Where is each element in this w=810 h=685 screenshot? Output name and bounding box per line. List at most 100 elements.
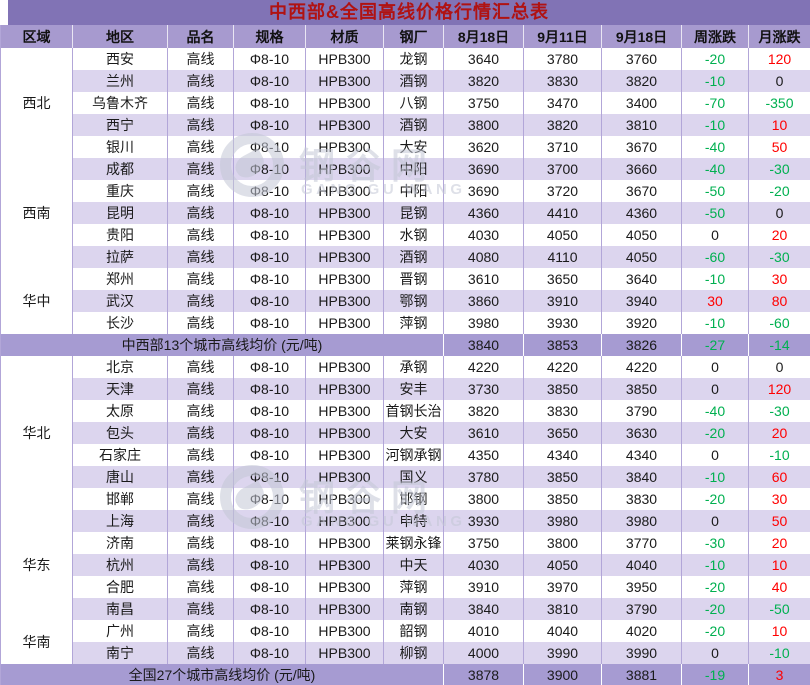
week-change-cell: -10 [681, 268, 749, 290]
mill-cell: 安丰 [383, 378, 444, 400]
product-cell: 高线 [167, 554, 234, 576]
spec-cell: Φ8-10 [233, 488, 306, 510]
price-cell: 3820 [443, 70, 524, 92]
week-change-cell: -50 [681, 180, 749, 202]
price-cell: 3930 [443, 510, 524, 532]
column-header: 8月18日 [443, 25, 524, 48]
table-row: 重庆 高线 Φ8-10 HPB300 中阳 3690 3720 3670 -50 -20 [1, 180, 810, 202]
material-cell: HPB300 [305, 466, 384, 488]
city-cell: 南宁 [72, 642, 168, 664]
city-cell: 杭州 [72, 554, 168, 576]
week-change-cell: 0 [681, 510, 749, 532]
price-cell: 4040 [523, 620, 602, 642]
material-cell: HPB300 [305, 510, 384, 532]
material-cell: HPB300 [305, 620, 384, 642]
product-cell: 高线 [167, 488, 234, 510]
spec-cell: Φ8-10 [233, 532, 306, 554]
price-cell: 3760 [601, 48, 682, 70]
price-cell: 4410 [523, 202, 602, 224]
summary-change-cell: -27 [681, 334, 749, 356]
material-cell: HPB300 [305, 532, 384, 554]
price-cell: 4220 [443, 356, 524, 378]
product-cell: 高线 [167, 268, 234, 290]
week-change-cell: -20 [681, 620, 749, 642]
city-cell: 广州 [72, 620, 168, 642]
material-cell: HPB300 [305, 246, 384, 268]
mill-cell: 酒钢 [383, 114, 444, 136]
product-cell: 高线 [167, 620, 234, 642]
summary-row: 全国27个城市高线均价 (元/吨) 3878 3900 3881 -19 3 [0, 664, 810, 685]
summary-change-cell: 3 [748, 664, 810, 685]
table-row: 西北 西安 高线 Φ8-10 HPB300 龙钢 3640 3780 3760 -20 120 [0, 48, 810, 158]
month-change-cell: 50 [748, 136, 810, 158]
summary-change-cell: -14 [748, 334, 810, 356]
price-cell: 4340 [601, 444, 682, 466]
table-row: 济南 高线 Φ8-10 HPB300 莱钢永锋 3750 3800 3770 -30 20 [1, 532, 810, 554]
month-change-cell: 30 [748, 268, 810, 290]
material-cell: HPB300 [305, 290, 384, 312]
week-change-cell: -10 [681, 554, 749, 576]
spec-cell: Φ8-10 [233, 422, 306, 444]
month-change-cell: -20 [748, 180, 810, 202]
week-change-cell: -20 [681, 48, 749, 70]
material-cell: HPB300 [305, 488, 384, 510]
mill-cell: 莱钢永锋 [383, 532, 444, 554]
week-change-cell: -40 [681, 400, 749, 422]
mill-cell: 大安 [383, 422, 444, 444]
price-cell: 3840 [443, 598, 524, 620]
table-row: 南宁 高线 Φ8-10 HPB300 柳钢 4000 3990 3990 0 -10 [1, 642, 810, 664]
price-cell: 3790 [601, 598, 682, 620]
price-cell: 3640 [443, 48, 524, 70]
material-cell: HPB300 [305, 312, 384, 334]
week-change-cell: -60 [681, 246, 749, 268]
price-cell: 3800 [523, 532, 602, 554]
spec-cell: Φ8-10 [233, 312, 306, 334]
price-cell: 3660 [601, 158, 682, 180]
month-change-cell: 120 [748, 48, 810, 70]
city-cell: 西安 [72, 48, 168, 70]
product-cell: 高线 [167, 158, 234, 180]
material-cell: HPB300 [305, 444, 384, 466]
price-cell: 3810 [523, 598, 602, 620]
price-cell: 4030 [443, 554, 524, 576]
price-cell: 3800 [443, 114, 524, 136]
spec-cell: Φ8-10 [233, 466, 306, 488]
material-cell: HPB300 [305, 202, 384, 224]
city-cell: 邯郸 [72, 488, 168, 510]
price-cell: 4350 [443, 444, 524, 466]
mill-cell: 水钢 [383, 224, 444, 246]
month-change-cell: 10 [748, 620, 810, 642]
city-cell: 郑州 [72, 268, 168, 290]
mill-cell: 萍钢 [383, 576, 444, 598]
table-body: 西北 西安 高线 Φ8-10 HPB300 龙钢 3640 3780 3760 -20 120 兰州高… [0, 48, 810, 685]
month-change-cell: -10 [748, 444, 810, 466]
material-cell: HPB300 [305, 92, 384, 114]
mill-cell: 韶钢 [383, 620, 444, 642]
mill-cell: 晋钢 [383, 268, 444, 290]
week-change-cell: 30 [681, 290, 749, 312]
page-title: 中西部&全国高线价格行情汇总表 [8, 0, 810, 25]
spec-cell: Φ8-10 [233, 642, 306, 664]
price-cell: 3830 [523, 400, 602, 422]
price-table: 区域 地区 品名 规格 材质 钢厂 8月18日 9月11日 9月18日 周涨跌 月涨跌 西北 西安 高线… [0, 25, 810, 685]
material-cell: HPB300 [305, 598, 384, 620]
price-cell: 3610 [443, 268, 524, 290]
month-change-cell: 0 [748, 202, 810, 224]
material-cell: HPB300 [305, 554, 384, 576]
product-cell: 高线 [167, 532, 234, 554]
spec-cell: Φ8-10 [233, 92, 306, 114]
spec-cell: Φ8-10 [233, 290, 306, 312]
price-cell: 3770 [601, 532, 682, 554]
price-cell: 3750 [443, 532, 524, 554]
product-cell: 高线 [167, 422, 234, 444]
week-change-cell: -20 [681, 576, 749, 598]
product-cell: 高线 [167, 312, 234, 334]
product-cell: 高线 [167, 290, 234, 312]
price-cell: 3980 [601, 510, 682, 532]
product-cell: 高线 [167, 70, 234, 92]
spec-cell: Φ8-10 [233, 378, 306, 400]
header-row: 区域 地区 品名 规格 材质 钢厂 8月18日 9月11日 9月18日 周涨跌 月涨跌 [0, 25, 810, 48]
city-cell: 合肥 [72, 576, 168, 598]
spec-cell: Φ8-10 [233, 70, 306, 92]
price-cell: 3650 [523, 268, 602, 290]
